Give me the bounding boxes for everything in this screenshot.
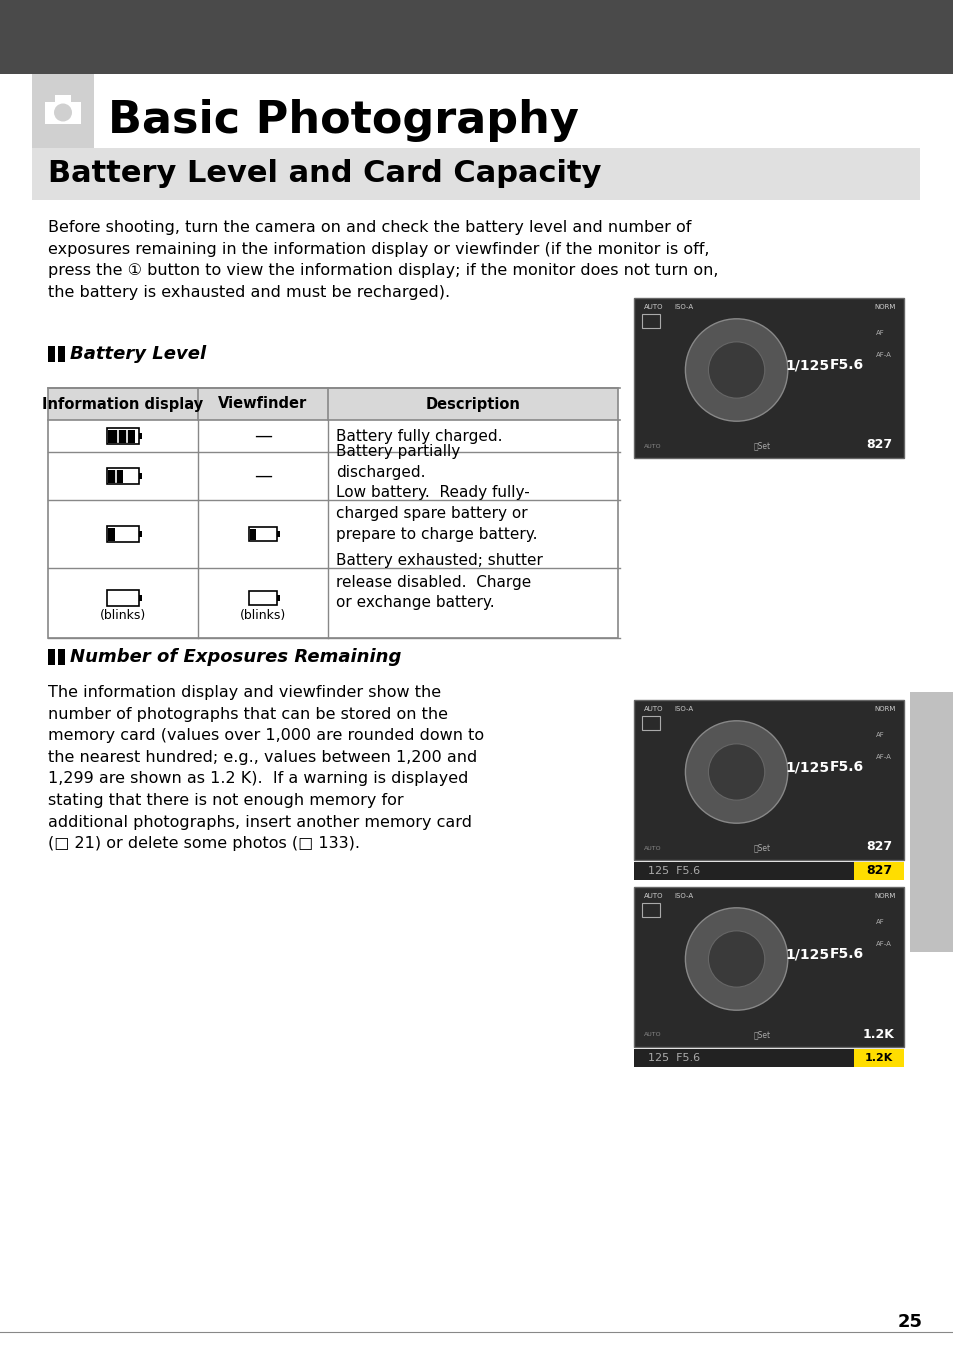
Bar: [58, 649, 65, 665]
Text: —: —: [253, 466, 272, 485]
Circle shape: [708, 744, 764, 800]
Bar: [109, 469, 123, 483]
Bar: [0, 0, 953, 74]
Text: AF: AF: [875, 330, 883, 337]
Text: 1.2K: 1.2K: [862, 1028, 894, 1041]
Circle shape: [708, 342, 764, 397]
Text: Battery partially
discharged.: Battery partially discharged.: [335, 443, 459, 480]
Bar: [276, 595, 280, 600]
Text: 125  F5.6: 125 F5.6: [647, 867, 700, 876]
Text: AF-A: AF-A: [875, 352, 891, 358]
Text: 827: 827: [865, 841, 891, 853]
Text: Battery exhausted; shutter
release disabled.  Charge
or exchange battery.: Battery exhausted; shutter release disab…: [335, 553, 542, 611]
Bar: [45, 101, 81, 123]
Circle shape: [684, 319, 787, 422]
Text: AUTO: AUTO: [643, 1033, 661, 1037]
Bar: [634, 863, 903, 880]
Text: AUTO: AUTO: [643, 845, 661, 850]
Bar: [107, 468, 139, 484]
Bar: [107, 526, 139, 542]
Text: (blinks): (blinks): [239, 608, 286, 622]
Text: NORM: NORM: [873, 894, 895, 899]
Bar: [634, 297, 903, 458]
Bar: [634, 700, 903, 860]
Bar: [853, 1049, 903, 1067]
Text: ISO-A: ISO-A: [673, 894, 693, 899]
Text: NORM: NORM: [873, 706, 895, 713]
Text: Number of Exposures Remaining: Number of Exposures Remaining: [70, 648, 401, 667]
Text: ISO-A: ISO-A: [673, 304, 693, 310]
Text: 827: 827: [865, 438, 891, 452]
Text: AF-A: AF-A: [875, 754, 891, 760]
Text: AF: AF: [875, 731, 883, 738]
Bar: [109, 527, 115, 541]
Bar: [641, 314, 659, 329]
Bar: [249, 527, 276, 541]
Bar: [48, 346, 55, 362]
Bar: [641, 903, 659, 917]
Bar: [139, 595, 142, 602]
Bar: [107, 429, 139, 443]
Text: F5.6: F5.6: [829, 948, 863, 961]
Bar: [107, 589, 139, 606]
Text: Battery Level: Battery Level: [70, 345, 206, 362]
Text: AUTO: AUTO: [643, 443, 661, 449]
Text: —: —: [253, 427, 272, 445]
Text: ⓂSet: ⓂSet: [753, 844, 770, 853]
Text: AF: AF: [875, 919, 883, 925]
Bar: [909, 692, 953, 952]
Circle shape: [684, 907, 787, 1010]
Text: Before shooting, turn the camera on and check the battery level and number of
ex: Before shooting, turn the camera on and …: [48, 220, 718, 300]
Bar: [139, 531, 142, 537]
Text: 1/125: 1/125: [784, 760, 828, 775]
Text: AUTO: AUTO: [643, 304, 662, 310]
Bar: [251, 529, 255, 539]
Bar: [48, 388, 618, 638]
Text: NORM: NORM: [873, 304, 895, 310]
Bar: [249, 591, 276, 604]
Text: The information display and viewfinder show the
number of photographs that can b: The information display and viewfinder s…: [48, 685, 483, 852]
Text: 1/125: 1/125: [784, 358, 828, 372]
Text: F5.6: F5.6: [829, 358, 863, 372]
Text: AUTO: AUTO: [643, 706, 662, 713]
Text: ⓂSet: ⓂSet: [753, 442, 770, 450]
Bar: [32, 147, 919, 200]
Text: Basic Photography: Basic Photography: [108, 99, 578, 142]
Text: ISO-A: ISO-A: [673, 706, 693, 713]
Circle shape: [54, 104, 71, 122]
Bar: [32, 74, 94, 169]
Text: Battery Level and Card Capacity: Battery Level and Card Capacity: [48, 160, 601, 188]
Bar: [634, 887, 903, 1046]
Text: 1.2K: 1.2K: [864, 1053, 892, 1063]
Circle shape: [684, 721, 787, 823]
Text: 25: 25: [897, 1313, 922, 1330]
Bar: [641, 717, 659, 730]
Text: 125  F5.6: 125 F5.6: [647, 1053, 700, 1063]
Bar: [634, 1049, 903, 1067]
Bar: [58, 346, 65, 362]
Text: Description: Description: [425, 396, 520, 411]
Text: Viewfinder: Viewfinder: [218, 396, 307, 411]
Bar: [139, 473, 142, 479]
Text: Low battery.  Ready fully-
charged spare battery or
prepare to charge battery.: Low battery. Ready fully- charged spare …: [335, 485, 537, 542]
Text: F5.6: F5.6: [829, 760, 863, 775]
Bar: [276, 531, 280, 537]
Text: Information display: Information display: [42, 396, 203, 411]
Text: 1/125: 1/125: [784, 948, 828, 961]
Text: AUTO: AUTO: [643, 894, 662, 899]
Bar: [139, 433, 142, 439]
Bar: [55, 95, 71, 101]
Text: Battery fully charged.: Battery fully charged.: [335, 429, 502, 443]
Text: (blinks): (blinks): [100, 608, 146, 622]
Text: ⓂSet: ⓂSet: [753, 1030, 770, 1040]
Bar: [48, 649, 55, 665]
Bar: [853, 863, 903, 880]
Bar: [0, 0, 953, 74]
Bar: [109, 430, 135, 442]
Bar: [48, 388, 618, 420]
Text: AF-A: AF-A: [875, 941, 891, 946]
Text: 827: 827: [865, 864, 891, 877]
Circle shape: [708, 930, 764, 987]
